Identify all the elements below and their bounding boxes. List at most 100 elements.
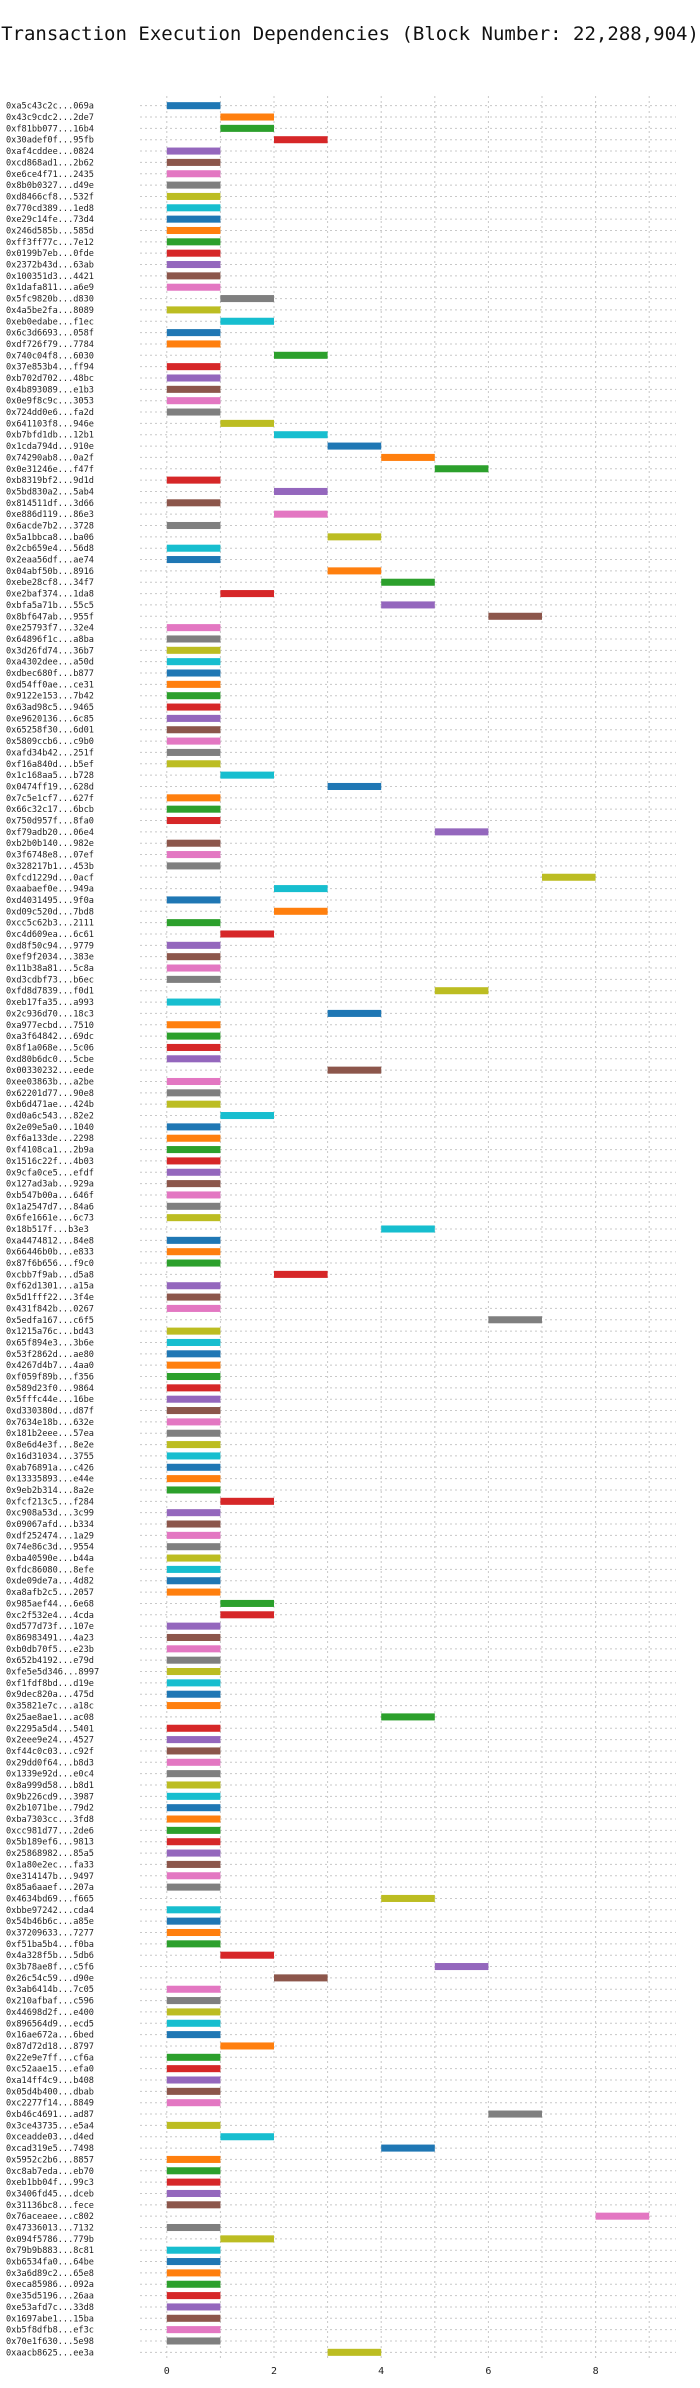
y-tick-label: 0xe9620136...6c85 bbox=[6, 714, 94, 724]
y-tick-label: 0x896564d9...ecd5 bbox=[6, 2019, 94, 2029]
bar bbox=[166, 226, 221, 235]
y-tick-label: 0x2cb659e4...56d8 bbox=[6, 544, 94, 554]
bar bbox=[166, 170, 221, 178]
bar bbox=[166, 1350, 221, 1358]
bar bbox=[166, 1191, 221, 1199]
y-tick-label: 0xd80b6dc0...5cbe bbox=[6, 1055, 94, 1065]
y-tick-label: 0x1215a76c...bd43 bbox=[6, 1327, 94, 1337]
bar bbox=[166, 181, 221, 189]
y-tick-label: 0x29dd0f64...b8d3 bbox=[6, 1758, 94, 1768]
y-tick-label: 0xff3ff77c...7e12 bbox=[6, 238, 94, 248]
y-tick-label: 0x1dafa811...a6e9 bbox=[6, 283, 94, 293]
y-tick-label: 0x181b2eee...57ea bbox=[6, 1429, 94, 1439]
bar bbox=[166, 1407, 221, 1415]
y-tick-label: 0x9cfa0ce5...efdf bbox=[6, 1168, 94, 1178]
y-tick-label: 0xc908a53d...3c99 bbox=[6, 1509, 94, 1519]
y-tick-label: 0xf62d1301...a15a bbox=[6, 1282, 94, 1292]
bar bbox=[166, 1032, 221, 1040]
bar bbox=[166, 1077, 221, 1086]
x-tick-label: 8 bbox=[593, 2366, 599, 2377]
bar bbox=[220, 930, 274, 938]
bar bbox=[166, 2201, 221, 2209]
bar bbox=[220, 113, 274, 121]
bar bbox=[166, 1384, 221, 1392]
y-tick-label: 0x8bf647ab...955f bbox=[6, 612, 94, 622]
y-tick-label: 0x1a2547d7...84a6 bbox=[6, 1202, 94, 1212]
bar bbox=[166, 2008, 221, 2016]
y-tick-label: 0x4a5be2fa...8089 bbox=[6, 306, 94, 316]
bar bbox=[220, 2235, 274, 2243]
bar bbox=[274, 136, 328, 144]
y-tick-label: 0x76aceaee...c802 bbox=[6, 2212, 94, 2222]
y-tick-label: 0x05d4b400...dbab bbox=[6, 2087, 94, 2097]
y-tick-label: 0x79b9b883...8c81 bbox=[6, 2246, 94, 2256]
bar bbox=[166, 1622, 221, 1630]
y-tick-label: 0x4267d4b7...4aa0 bbox=[6, 1361, 94, 1371]
y-tick-label: 0x8f1a068e...5c06 bbox=[6, 1043, 94, 1053]
y-tick-label: 0xd4031495...9f0a bbox=[6, 896, 94, 906]
bar bbox=[434, 828, 489, 836]
bar bbox=[166, 2314, 221, 2322]
y-tick-label: 0xaf4cddee...0824 bbox=[6, 147, 94, 157]
y-tick-label: 0xfe5e5d346...8997 bbox=[6, 1668, 99, 1678]
bar bbox=[166, 1134, 221, 1142]
x-tick-label: 2 bbox=[271, 2366, 277, 2377]
bar bbox=[166, 147, 221, 155]
bar bbox=[166, 1758, 221, 1766]
x-tick-label: 6 bbox=[485, 2366, 491, 2377]
bar bbox=[166, 953, 221, 961]
y-tick-label: 0xcad319e5...7498 bbox=[6, 2144, 94, 2154]
bar bbox=[166, 862, 221, 870]
y-tick-label: 0x54b46b6c...a85e bbox=[6, 1917, 94, 1927]
y-tick-label: 0x770cd389...1ed8 bbox=[6, 204, 94, 214]
bar bbox=[274, 487, 328, 495]
bar bbox=[166, 1928, 221, 1937]
bar bbox=[166, 1157, 221, 1165]
bar bbox=[166, 1168, 221, 1176]
y-tick-label: 0x30adef0f...95fb bbox=[6, 136, 94, 146]
bar bbox=[166, 1633, 221, 1641]
y-tick-label: 0x5a1bbca8...ba06 bbox=[6, 533, 94, 543]
y-tick-label: 0x3ce43735...e5a4 bbox=[6, 2121, 94, 2131]
y-tick-label: 0x85a6aaef...207a bbox=[6, 1883, 94, 1893]
y-tick-label: 0xba7303cc...3fd8 bbox=[6, 1815, 94, 1825]
bar bbox=[166, 2326, 221, 2334]
bar bbox=[166, 2087, 221, 2095]
bar bbox=[166, 1860, 221, 1868]
bar bbox=[166, 1804, 221, 1812]
y-tick-label: 0xd54ff0ae...ce31 bbox=[6, 680, 94, 690]
bar bbox=[166, 2269, 221, 2277]
bar bbox=[166, 680, 221, 688]
y-tick-label: 0x04abf50b...8916 bbox=[6, 567, 94, 577]
bar bbox=[166, 1146, 221, 1154]
bar bbox=[166, 1838, 221, 1846]
y-tick-label: 0xa14ff4c9...b408 bbox=[6, 2076, 94, 2086]
y-tick-label: 0x094f5786...779b bbox=[6, 2235, 94, 2245]
x-tick-label: 0 bbox=[164, 2366, 170, 2377]
y-tick-label: 0x1cda794d...910e bbox=[6, 442, 94, 452]
bar bbox=[166, 2121, 221, 2129]
y-tick-label: 0x5952c2b6...8857 bbox=[6, 2155, 94, 2165]
bar bbox=[166, 851, 221, 859]
bar bbox=[166, 941, 221, 949]
y-tick-label: 0x1c168aa5...b728 bbox=[6, 771, 94, 781]
bar bbox=[220, 1611, 274, 1619]
y-tick-label: 0xa977ecbd...7510 bbox=[6, 1021, 94, 1031]
bar bbox=[327, 2348, 382, 2356]
y-tick-label: 0x3b78ae8f...c5f6 bbox=[6, 1963, 94, 1973]
bar bbox=[166, 1588, 221, 1596]
bar bbox=[166, 1872, 221, 1880]
bar bbox=[166, 1100, 221, 1108]
bar bbox=[166, 714, 221, 722]
bar bbox=[166, 1997, 221, 2005]
bar bbox=[166, 1441, 221, 1449]
y-tick-label: 0x35821e7c...a18c bbox=[6, 1702, 94, 1712]
bar bbox=[434, 987, 489, 995]
y-tick-label: 0xb46c4691...ad87 bbox=[6, 2110, 94, 2120]
y-tick-label: 0xd0a6c543...82e2 bbox=[6, 1112, 94, 1122]
bar bbox=[166, 658, 221, 666]
y-tick-label: 0xb7bfd1db...12b1 bbox=[6, 431, 94, 441]
bar bbox=[166, 1236, 221, 1244]
y-tick-label: 0x0474ff19...628d bbox=[6, 782, 94, 792]
bar bbox=[274, 351, 328, 359]
